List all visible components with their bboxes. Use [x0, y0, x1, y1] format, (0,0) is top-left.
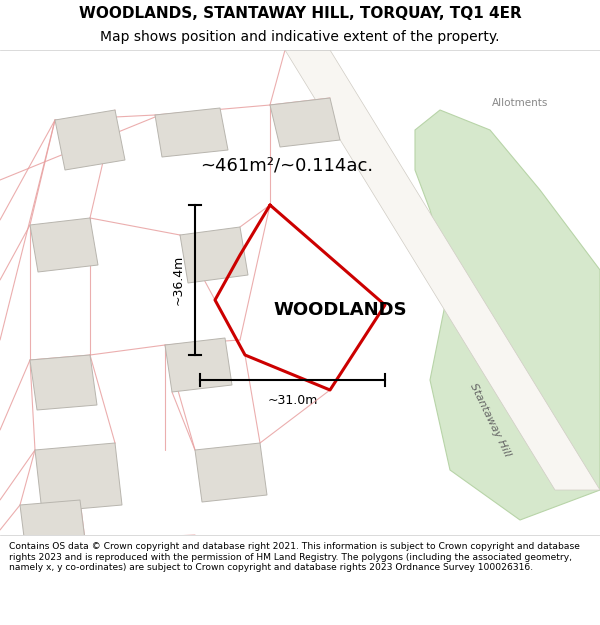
Polygon shape — [30, 218, 98, 272]
Text: Map shows position and indicative extent of the property.: Map shows position and indicative extent… — [100, 31, 500, 44]
Polygon shape — [35, 443, 122, 512]
Polygon shape — [165, 338, 232, 392]
Text: Stantaway Hill: Stantaway Hill — [468, 382, 512, 458]
Text: ~461m²/~0.114ac.: ~461m²/~0.114ac. — [200, 156, 373, 174]
Polygon shape — [20, 500, 85, 545]
Polygon shape — [285, 50, 600, 490]
Text: WOODLANDS: WOODLANDS — [273, 301, 407, 319]
Polygon shape — [195, 443, 267, 502]
Polygon shape — [55, 110, 125, 170]
Polygon shape — [155, 108, 228, 157]
Text: ~36.4m: ~36.4m — [172, 255, 185, 305]
Text: WOODLANDS, STANTAWAY HILL, TORQUAY, TQ1 4ER: WOODLANDS, STANTAWAY HILL, TORQUAY, TQ1 … — [79, 6, 521, 21]
Polygon shape — [270, 98, 340, 147]
Text: ~31.0m: ~31.0m — [268, 394, 317, 407]
Polygon shape — [415, 110, 600, 520]
Text: Allotments: Allotments — [491, 98, 548, 108]
Polygon shape — [180, 227, 248, 283]
Polygon shape — [30, 355, 97, 410]
Text: Contains OS data © Crown copyright and database right 2021. This information is : Contains OS data © Crown copyright and d… — [9, 542, 580, 572]
